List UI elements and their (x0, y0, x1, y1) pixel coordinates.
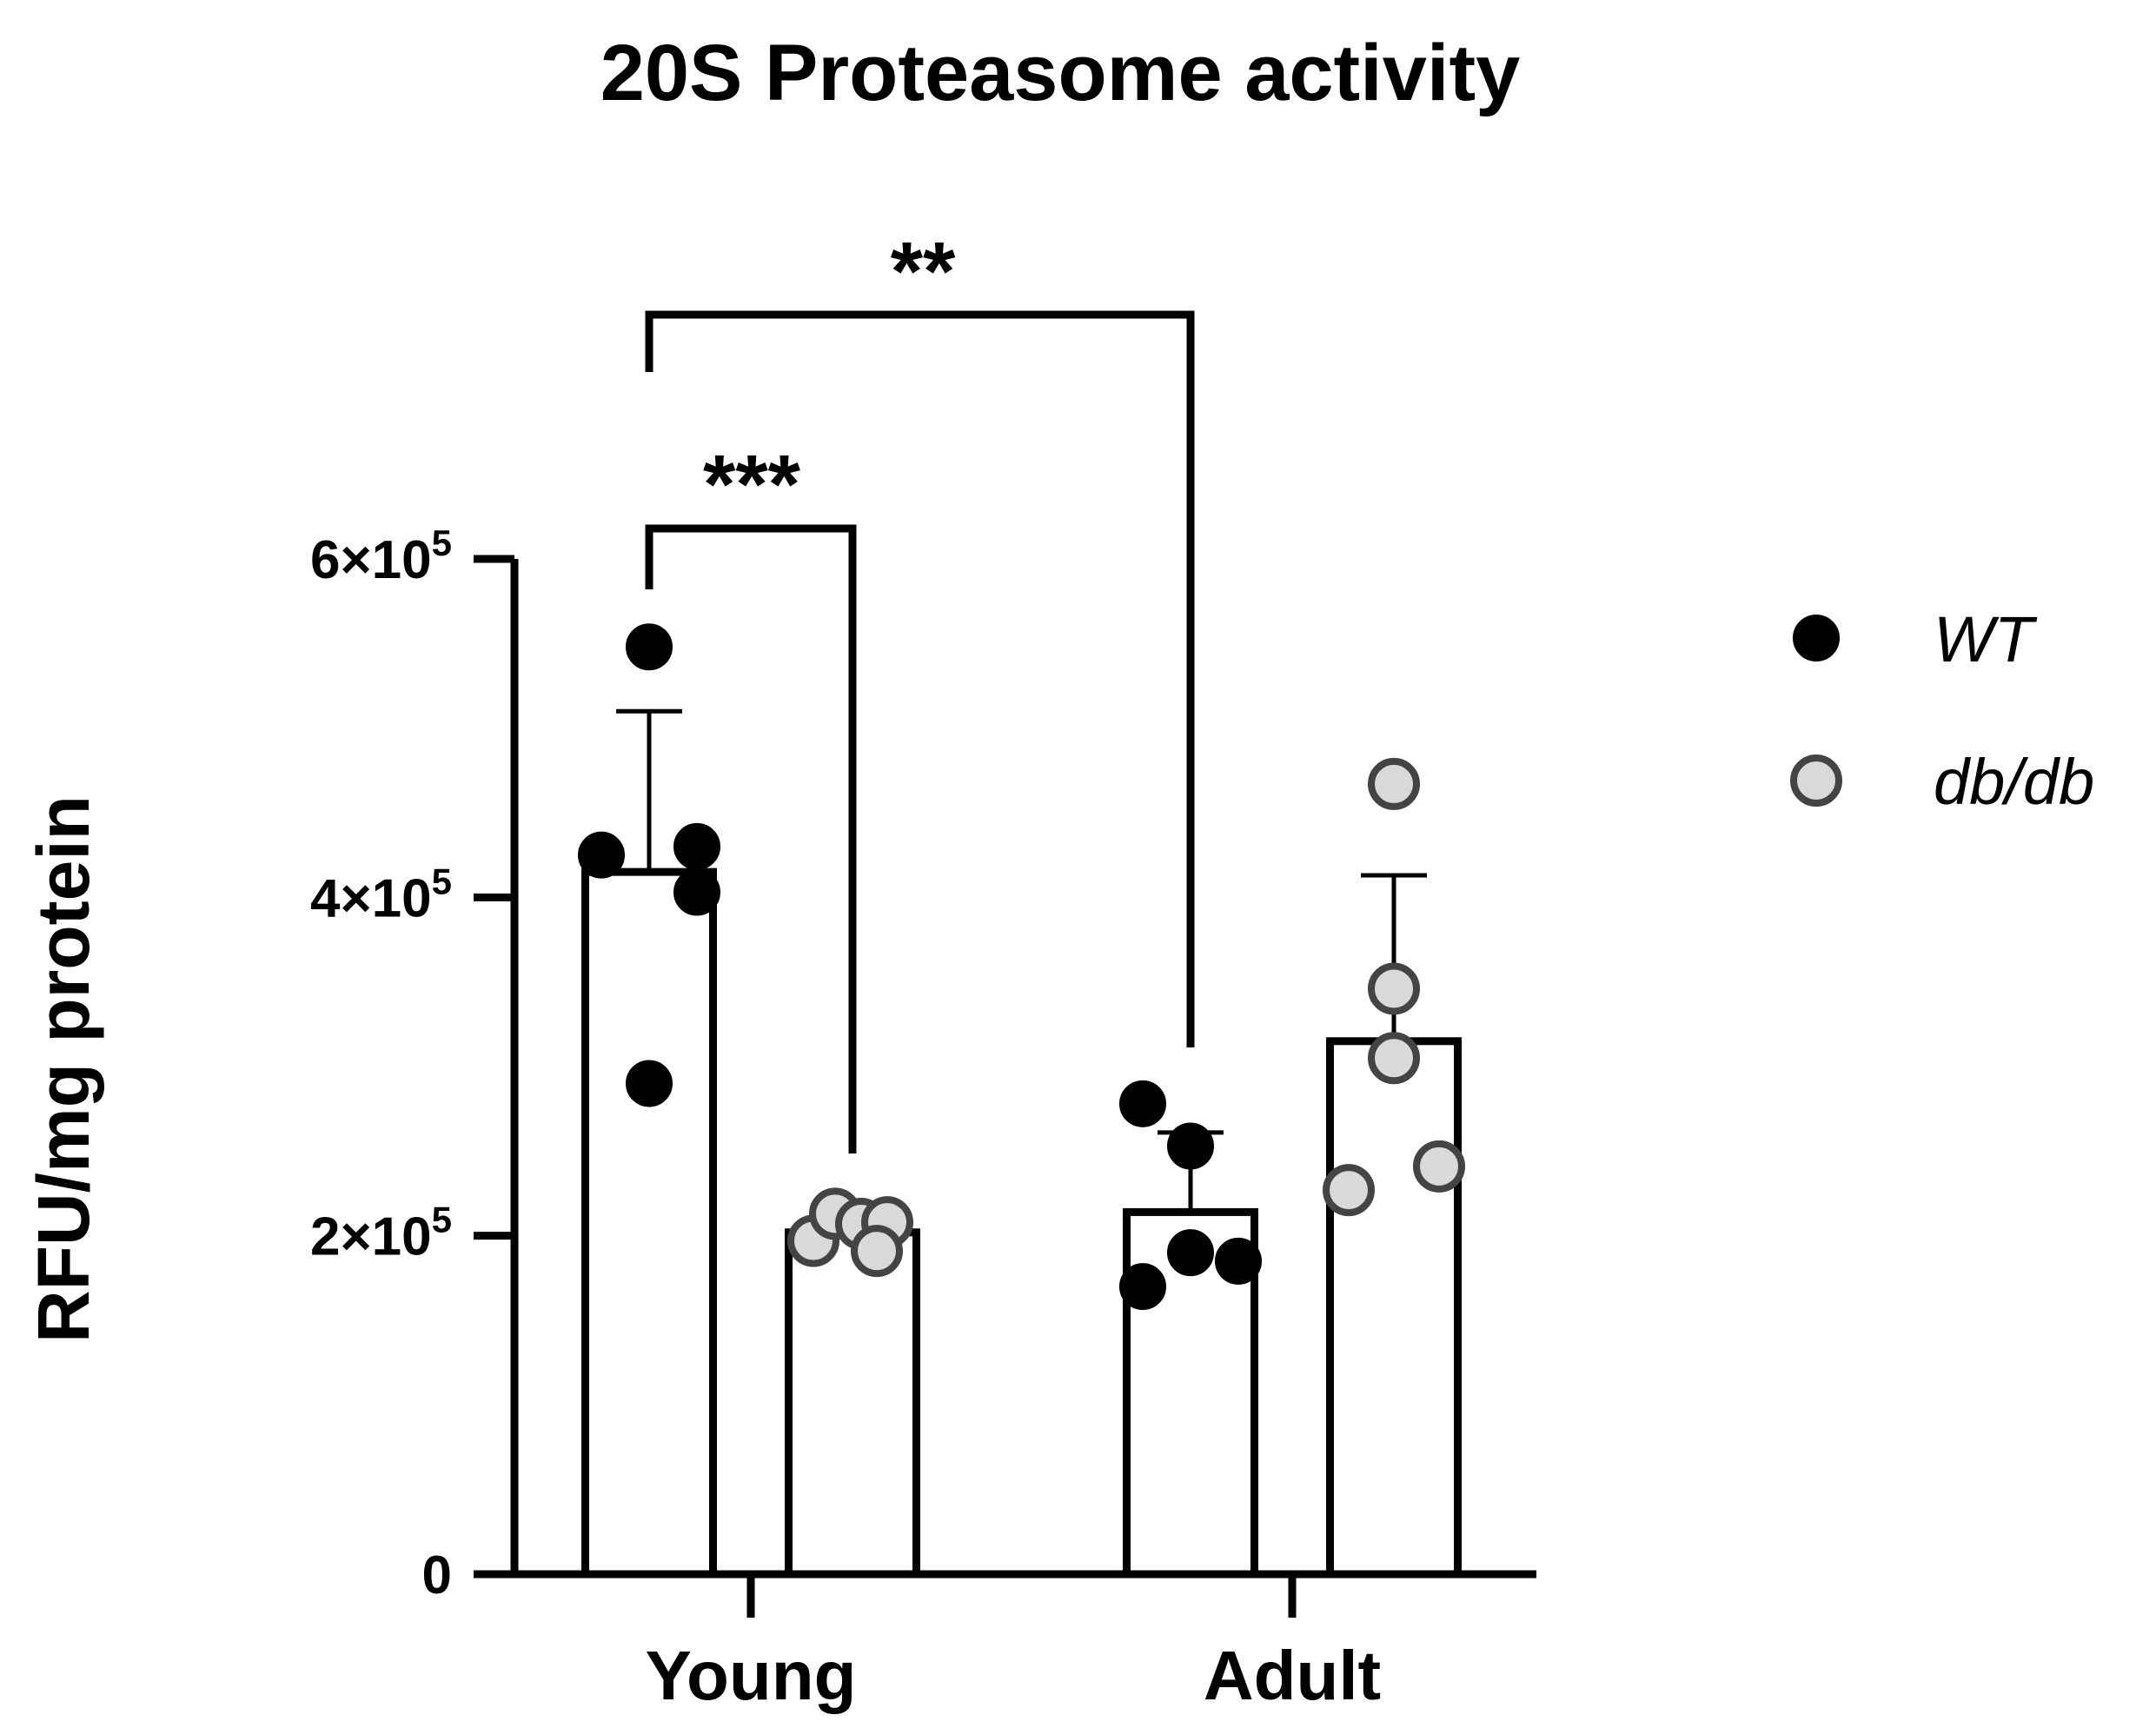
data-point (673, 822, 720, 870)
y-tick-label: 2×105 (310, 1200, 452, 1267)
x-tick-label: Adult (1204, 1637, 1381, 1714)
y-tick-label: 6×105 (310, 522, 452, 590)
data-point (1368, 757, 1420, 810)
data-point (1413, 1140, 1465, 1193)
data-point (1215, 1237, 1262, 1285)
significance-bracket (645, 524, 857, 1153)
legend-label: db/db (1934, 746, 2094, 818)
x-tick-label: Young (646, 1637, 857, 1714)
data-point (1119, 1263, 1166, 1311)
data-points (578, 623, 1465, 1311)
significance-annotations: ***** (645, 225, 1195, 1153)
data-point (1368, 1032, 1420, 1085)
legend-marker (1790, 754, 1842, 807)
bars (581, 868, 1462, 1579)
data-point (1368, 962, 1420, 1015)
legend-marker (1793, 615, 1840, 661)
data-point (1119, 1080, 1166, 1127)
legend-label: WT (1934, 603, 2038, 675)
significance-label: *** (703, 438, 801, 531)
bar-WT-young (581, 868, 717, 1579)
significance-label: ** (891, 225, 956, 318)
y-axis-label: RFU/mg protein (23, 795, 104, 1343)
bar-dbdb-adult (1326, 1037, 1462, 1579)
data-point (578, 831, 625, 879)
chart-title: 20S Proteasome activity (600, 29, 1521, 117)
axes: 0 2×105 4×105 6×105 Young Adult (310, 522, 1536, 1714)
data-point (851, 1225, 903, 1278)
data-point (626, 623, 673, 671)
data-point (1167, 1229, 1214, 1277)
significance-bracket (645, 310, 1195, 1047)
data-point (626, 1060, 673, 1107)
bar-dbdb-young (785, 1228, 920, 1579)
legend: WT db/db (1790, 603, 2094, 818)
error-bars (616, 708, 1427, 1213)
data-point (1323, 1164, 1375, 1217)
y-tick-label: 0 (422, 1546, 452, 1605)
data-point (673, 868, 720, 916)
data-point (1167, 1122, 1214, 1170)
y-tick-label: 4×105 (310, 861, 452, 928)
